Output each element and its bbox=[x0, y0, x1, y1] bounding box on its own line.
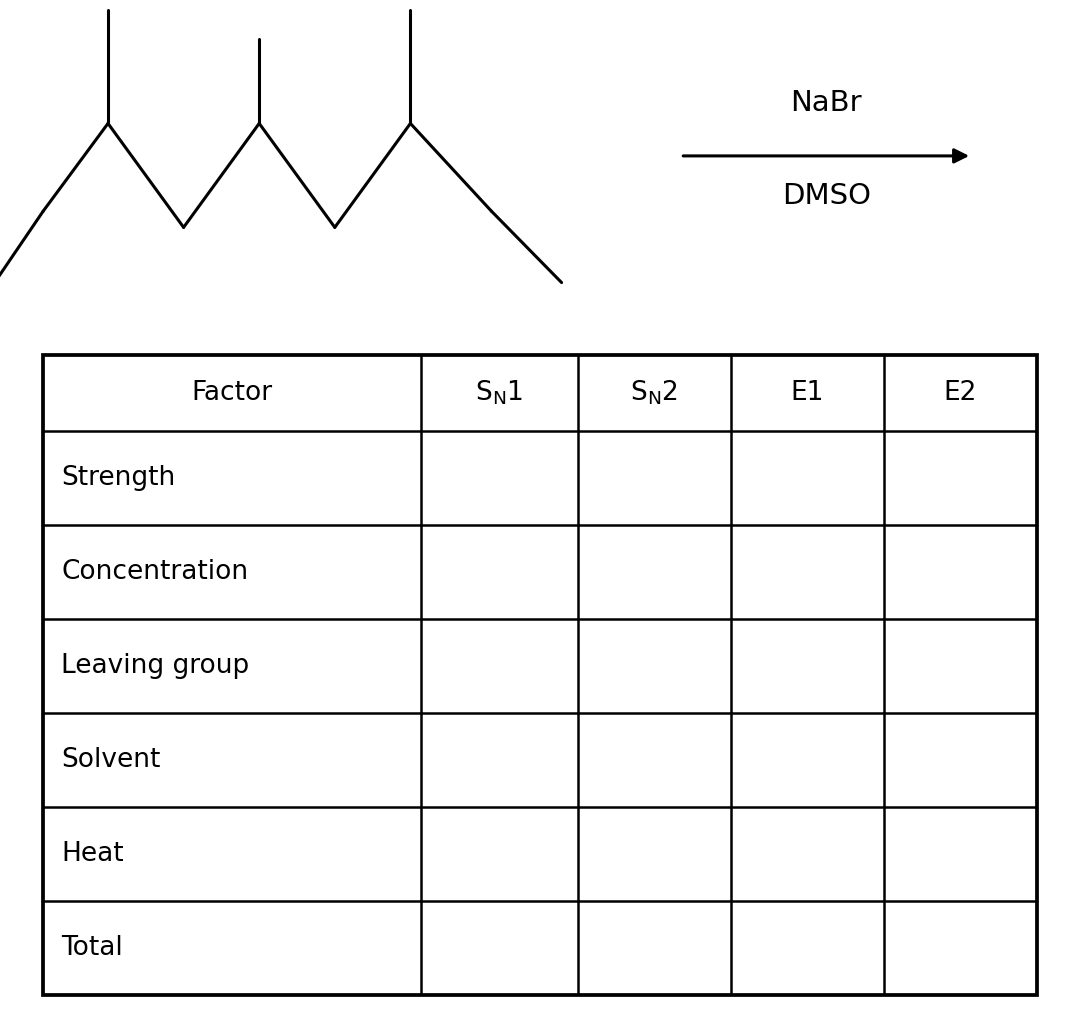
Text: E1: E1 bbox=[791, 380, 824, 406]
Text: Total: Total bbox=[62, 935, 123, 961]
Text: E2: E2 bbox=[944, 380, 977, 406]
Text: Solvent: Solvent bbox=[62, 747, 161, 772]
Text: Leaving group: Leaving group bbox=[62, 653, 249, 679]
Text: Factor: Factor bbox=[191, 380, 272, 406]
Text: DMSO: DMSO bbox=[782, 182, 870, 210]
Text: Heat: Heat bbox=[62, 840, 124, 867]
Text: NaBr: NaBr bbox=[791, 89, 862, 117]
Text: $\mathrm{S_N}$2: $\mathrm{S_N}$2 bbox=[631, 379, 678, 407]
Text: Strength: Strength bbox=[62, 465, 175, 490]
Text: $\mathrm{S_N}$1: $\mathrm{S_N}$1 bbox=[475, 379, 523, 407]
Text: Concentration: Concentration bbox=[62, 558, 248, 585]
